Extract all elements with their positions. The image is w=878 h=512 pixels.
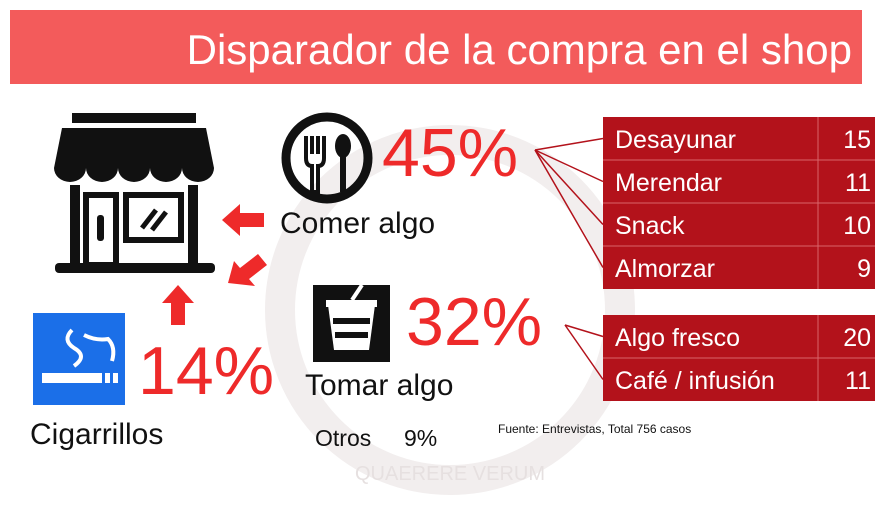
- trigger-label: Cigarrillos: [30, 418, 163, 451]
- trigger-value: 32%: [406, 284, 542, 360]
- row-label: Algo fresco: [615, 324, 740, 352]
- row-value: 15: [843, 126, 871, 154]
- connector: [534, 137, 604, 151]
- watermark: QUAERERE VERUM: [355, 463, 545, 485]
- trigger-value: 45%: [382, 115, 518, 191]
- trigger-label: Tomar algo: [305, 369, 453, 402]
- title-bar: [10, 10, 862, 84]
- row-value: 11: [845, 367, 871, 395]
- row-label: Merendar: [615, 169, 722, 197]
- row-value: 20: [843, 324, 871, 352]
- cup-icon: [313, 283, 390, 362]
- cigarette-icon: [33, 313, 125, 405]
- row-label: Snack: [615, 212, 685, 240]
- connector: [564, 324, 604, 380]
- connector: [564, 324, 604, 338]
- row-value: 11: [845, 169, 871, 197]
- store-icon: [54, 113, 215, 273]
- other-label: Otros: [315, 425, 371, 451]
- arrows: [162, 204, 267, 325]
- other-value: 9%: [404, 425, 437, 451]
- watermark-circle: [265, 125, 635, 495]
- row-label: Almorzar: [615, 255, 715, 283]
- connector: [534, 149, 604, 183]
- connector: [534, 149, 604, 268]
- trigger-value: 14%: [138, 333, 274, 409]
- source: Fuente: Entrevistas, Total 756 casos: [498, 422, 691, 436]
- row-label: Café / infusión: [615, 367, 775, 395]
- row-label: Desayunar: [615, 126, 736, 154]
- title: Disparador de la compra en el shop: [187, 26, 852, 73]
- tables: Desayunar 15 Merendar 11 Snack 10 Almorzar 9 Alg…: [534, 117, 875, 401]
- cutlery-icon: [281, 112, 373, 204]
- connector: [534, 149, 604, 226]
- row-value: 10: [843, 212, 871, 240]
- row-value: 9: [857, 255, 871, 283]
- trigger-label: Comer algo: [280, 207, 435, 240]
